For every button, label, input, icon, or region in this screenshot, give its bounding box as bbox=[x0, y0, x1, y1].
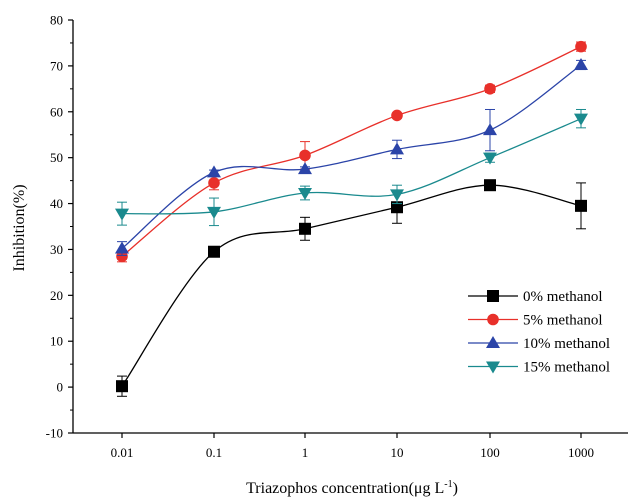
series-line bbox=[121, 118, 582, 215]
x-axis-title-suffix: ) bbox=[453, 480, 458, 497]
legend-item: 5% methanol bbox=[468, 313, 603, 329]
legend-marker bbox=[486, 336, 500, 348]
data-point bbox=[115, 241, 129, 254]
data-point bbox=[299, 222, 311, 235]
series-line bbox=[121, 184, 582, 387]
series-line bbox=[121, 64, 582, 250]
y-tick-label: 10 bbox=[50, 334, 63, 349]
legend-marker bbox=[487, 313, 499, 326]
data-point bbox=[575, 199, 587, 212]
legend-item: 10% methanol bbox=[468, 336, 610, 352]
legend: 0% methanol 5% methanol 10% methanol 15% me… bbox=[468, 289, 610, 376]
legend-label: 10% methanol bbox=[523, 336, 610, 352]
legend-label: 0% methanol bbox=[523, 289, 603, 305]
x-tick-label: 1000 bbox=[568, 445, 594, 460]
legend-marker bbox=[487, 290, 499, 302]
data-point bbox=[207, 165, 221, 178]
x-tick-label: 1 bbox=[302, 445, 309, 460]
legend-marker bbox=[486, 361, 500, 374]
series-3 bbox=[115, 57, 588, 256]
data-point bbox=[484, 83, 496, 95]
y-tick-label: 60 bbox=[50, 104, 63, 119]
y-tick-label: 20 bbox=[50, 288, 63, 303]
x-tick-label: 0.1 bbox=[206, 445, 222, 460]
data-point bbox=[574, 57, 588, 70]
y-axis-ticks: -10 0 10 20 30 40 50 60 70 80 bbox=[46, 13, 73, 441]
y-tick-label: 50 bbox=[50, 150, 63, 165]
data-point bbox=[207, 206, 221, 219]
x-tick-label: 100 bbox=[480, 445, 500, 460]
x-axis-title-superscript: -1 bbox=[444, 479, 452, 490]
y-tick-label: 40 bbox=[50, 196, 63, 211]
data-point bbox=[115, 208, 129, 221]
data-point bbox=[575, 40, 587, 53]
series-1 bbox=[116, 179, 587, 397]
data-point bbox=[208, 245, 220, 258]
data-point bbox=[483, 152, 497, 165]
data-point bbox=[298, 162, 312, 175]
y-tick-label: 70 bbox=[50, 58, 63, 73]
x-axis-ticks: 0.01 0.1 1 10 100 1000 bbox=[111, 433, 594, 460]
legend-item: 15% methanol bbox=[468, 360, 610, 376]
data-point bbox=[208, 177, 220, 189]
data-point bbox=[116, 380, 128, 393]
y-tick-label: 0 bbox=[57, 380, 64, 395]
data-point bbox=[391, 109, 403, 122]
data-point bbox=[390, 189, 404, 202]
data-point bbox=[298, 188, 312, 201]
data-point bbox=[483, 123, 497, 136]
data-point bbox=[299, 149, 311, 162]
series-line bbox=[121, 46, 582, 257]
series-layer bbox=[115, 40, 588, 397]
data-point bbox=[391, 201, 403, 214]
y-tick-label: 80 bbox=[50, 13, 63, 28]
y-tick-label: 30 bbox=[50, 242, 63, 257]
legend-label: 5% methanol bbox=[523, 313, 603, 329]
legend-item: 0% methanol bbox=[468, 289, 603, 305]
series-2 bbox=[116, 40, 587, 263]
data-point bbox=[390, 142, 404, 155]
data-point bbox=[484, 179, 496, 192]
legend-label: 15% methanol bbox=[523, 360, 610, 376]
y-tick-label: -10 bbox=[46, 426, 63, 441]
x-tick-label: 0.01 bbox=[111, 445, 134, 460]
x-tick-label: 10 bbox=[391, 445, 404, 460]
x-axis-title: Triazophos concentration(μg L-1) bbox=[246, 479, 458, 497]
y-axis-title: Inhibition(%) bbox=[11, 184, 28, 271]
data-point bbox=[574, 113, 588, 126]
x-axis-title-main: Triazophos concentration(μg L bbox=[246, 480, 444, 497]
series-4 bbox=[115, 108, 588, 227]
